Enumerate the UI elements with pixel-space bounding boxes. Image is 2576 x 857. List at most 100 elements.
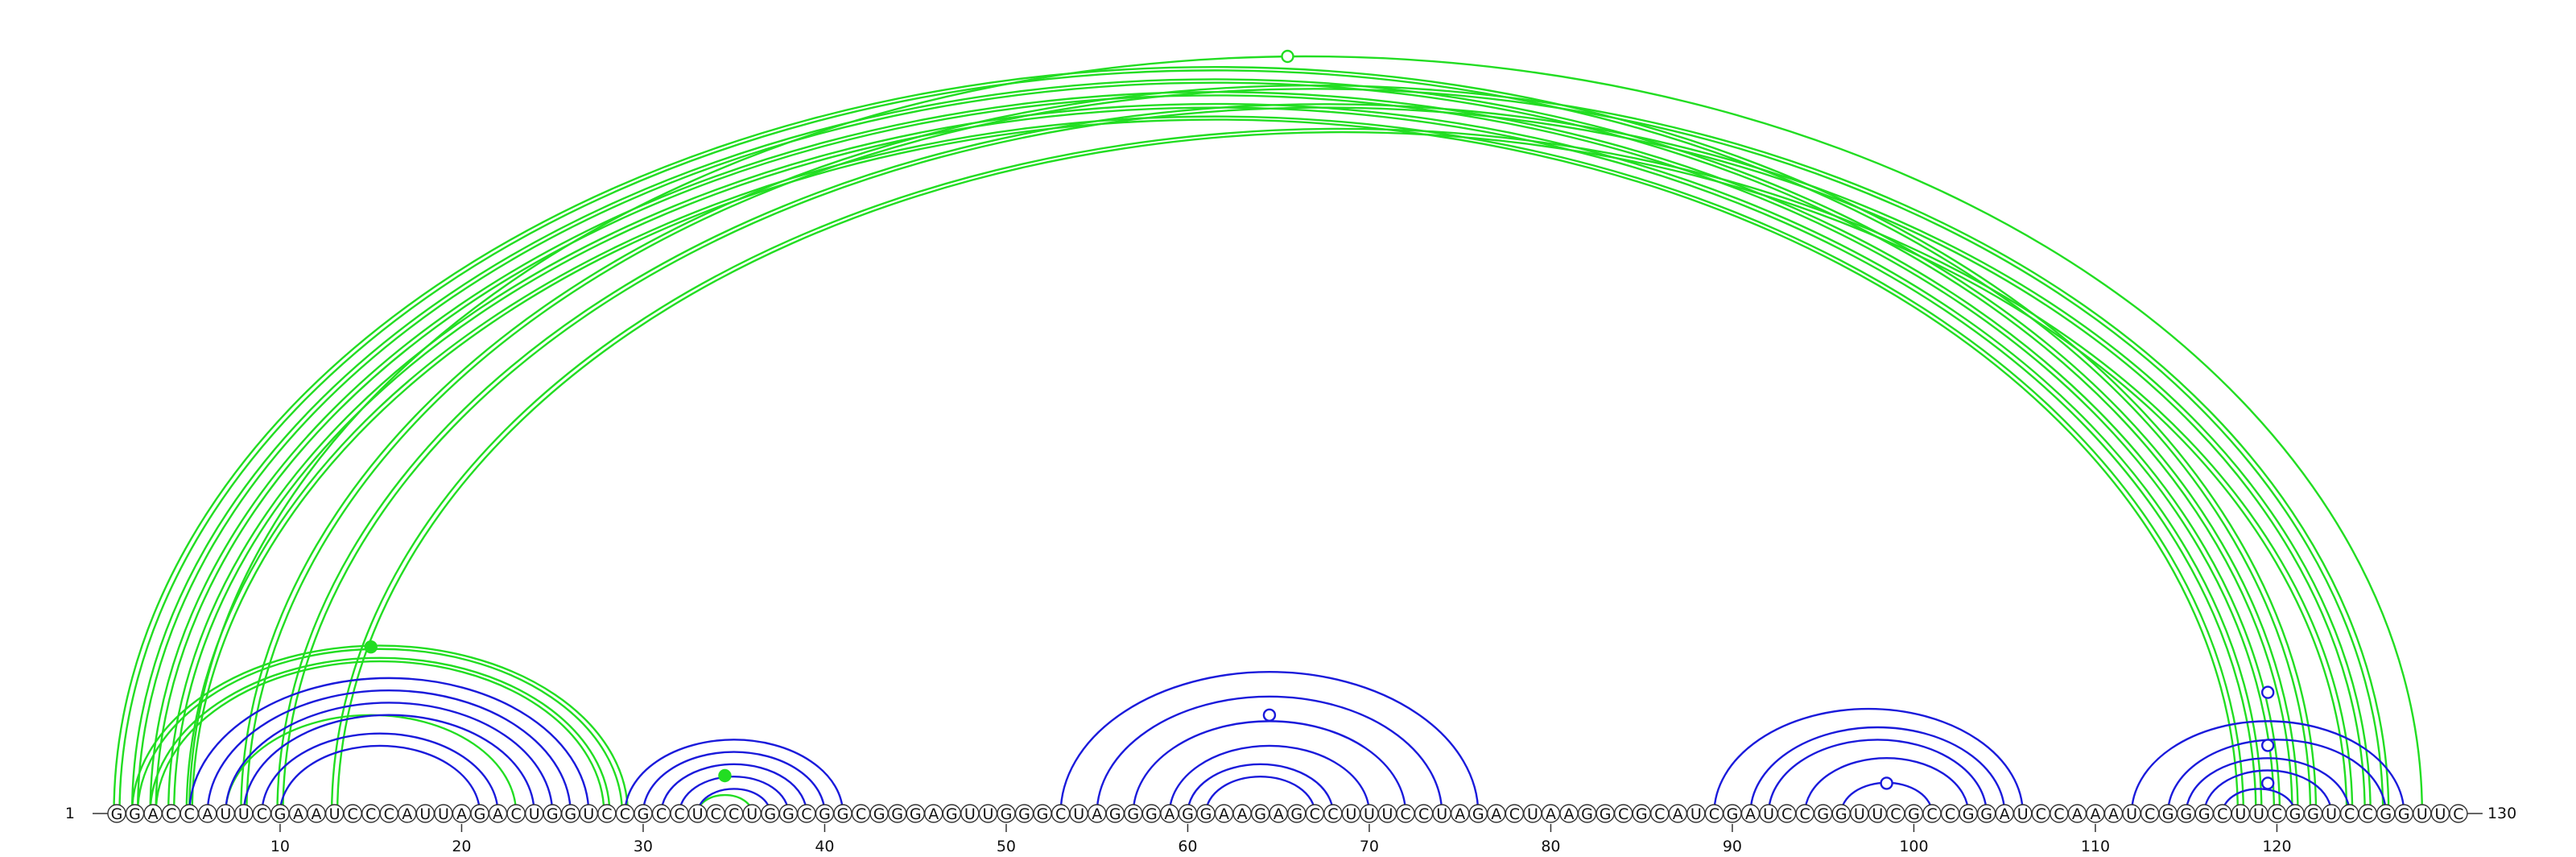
nucleotide: U xyxy=(216,804,235,823)
nucleotide: G xyxy=(1596,804,1615,823)
nucleotide-letter: G xyxy=(638,805,650,823)
nucleotide: G xyxy=(997,804,1016,823)
blue-base-pair-arc xyxy=(1096,695,1443,814)
nucleotide: C xyxy=(706,804,725,823)
nucleotide: U xyxy=(415,804,436,823)
nucleotide: U xyxy=(434,804,453,823)
nucleotide-letter: C xyxy=(1400,805,1410,823)
blue-base-pair-arc xyxy=(660,763,808,814)
tick-label: 30 xyxy=(634,838,653,855)
blue-base-pair-arc xyxy=(1767,739,1988,814)
blue-base-pair-arc xyxy=(2166,739,2387,814)
nucleotide: G xyxy=(942,804,962,823)
nucleotide-letter: C xyxy=(184,805,195,823)
nucleotide: G xyxy=(1141,804,1162,823)
nucleotide: C xyxy=(1396,804,1415,823)
nucleotide: C xyxy=(1613,804,1633,823)
nucleotide: A xyxy=(1232,804,1252,823)
blue-base-pair-arc xyxy=(2185,757,2351,814)
green-base-pair-arc xyxy=(277,104,2370,814)
nucleotide: A xyxy=(198,804,217,823)
nucleotide-letter: A xyxy=(1274,805,1284,823)
nucleotide: U xyxy=(1686,804,1706,823)
nucleotide-letter: U xyxy=(438,805,449,823)
nucleotide-letter: U xyxy=(982,805,993,823)
blue-base-pair-arc xyxy=(642,751,826,814)
nucleotide-letter: G xyxy=(2180,805,2192,823)
nucleotide-letter: U xyxy=(1527,805,1538,823)
nucleotide: U xyxy=(2322,804,2341,823)
nucleotide-letter: G xyxy=(1127,805,1139,823)
nucleotide-letter: C xyxy=(2344,805,2355,823)
tick-label: 100 xyxy=(1899,838,1928,855)
nucleotide-letter: G xyxy=(1472,805,1484,823)
nucleotide-letter: C xyxy=(166,805,176,823)
nucleotide: A xyxy=(288,804,308,823)
nucleotide: G xyxy=(2176,804,2196,823)
nucleotide-letter: G xyxy=(819,805,831,823)
nucleotide: G xyxy=(761,804,780,823)
nucleotide-letter: A xyxy=(293,805,303,823)
nucleotide: C xyxy=(2358,804,2377,823)
nucleotide: G xyxy=(833,804,852,823)
tick-label: 90 xyxy=(1723,838,1742,855)
nucleotide-letter: U xyxy=(746,805,758,823)
nucleotide-letter: A xyxy=(1237,805,1248,823)
nucleotide: U xyxy=(687,804,708,823)
nucleotide: G xyxy=(1014,804,1034,823)
nucleotide-letter: C xyxy=(729,805,739,823)
base-pair-arcs xyxy=(114,55,2424,814)
sequence-end-label: 130 xyxy=(2487,805,2516,822)
blue-base-pair-arc xyxy=(188,677,590,814)
nucleotide: U xyxy=(1523,804,1542,823)
tick-label: 40 xyxy=(815,838,834,855)
nucleotide: C xyxy=(180,804,199,823)
nucleotide-letter: C xyxy=(2217,805,2227,823)
nucleotide-letter: C xyxy=(384,805,394,823)
nucleotide-letter: A xyxy=(2108,805,2119,823)
blue-base-pair-arc xyxy=(2130,720,2405,814)
nucleotide: G xyxy=(2158,804,2178,823)
nucleotide: C xyxy=(2031,804,2051,823)
nucleotide-letter: G xyxy=(1727,805,1739,823)
nucleotide: A xyxy=(307,804,326,823)
nucleotide-letter: A xyxy=(1164,805,1174,823)
nucleotide-letter: G xyxy=(2380,805,2392,823)
nucleotide-letter: U xyxy=(1872,805,1883,823)
blue-base-pair-arc xyxy=(696,788,771,814)
nucleotide: C xyxy=(1886,804,1905,823)
open-arc-marker xyxy=(2260,739,2275,752)
nucleotide: G xyxy=(2285,804,2305,823)
nucleotide: G xyxy=(1033,804,1052,823)
nucleotide-letter: G xyxy=(946,805,958,823)
nucleotide: U xyxy=(234,804,254,823)
nucleotide-letter: C xyxy=(601,805,612,823)
nucleotide: G xyxy=(1976,804,1996,823)
nucleotide-letter: C xyxy=(656,805,667,823)
green-base-pair-arc xyxy=(130,78,2299,814)
nucleotide: C xyxy=(2339,804,2359,823)
nucleotide-letter: U xyxy=(2126,805,2137,823)
nucleotide-letter: G xyxy=(129,805,141,823)
green-base-pair-arc xyxy=(156,95,2274,814)
nucleotide-letter: C xyxy=(1327,805,1338,823)
nucleotide: C xyxy=(2213,804,2232,823)
nucleotide-letter: A xyxy=(1564,805,1575,823)
nucleotide: A xyxy=(488,804,508,823)
blue-base-pair-arc xyxy=(225,702,554,814)
nucleotide-letter: A xyxy=(402,805,412,823)
green-base-pair-arc xyxy=(155,660,605,814)
nucleotide: C xyxy=(615,804,635,823)
nucleotide-letter: A xyxy=(202,805,213,823)
nucleotide: G xyxy=(1178,804,1198,823)
blue-base-pair-arc xyxy=(261,732,499,814)
nucleotide-letter: G xyxy=(2307,805,2319,823)
nucleotide: G xyxy=(778,804,799,823)
nucleotide: G xyxy=(1577,804,1597,823)
nucleotide: C xyxy=(651,804,671,823)
nucleotide: A xyxy=(452,804,472,823)
nucleotide-letter: U xyxy=(2253,805,2264,823)
nucleotide: U xyxy=(1377,804,1397,823)
nucleotide-letter: U xyxy=(1690,805,1702,823)
nucleotide-letter: U xyxy=(583,805,594,823)
